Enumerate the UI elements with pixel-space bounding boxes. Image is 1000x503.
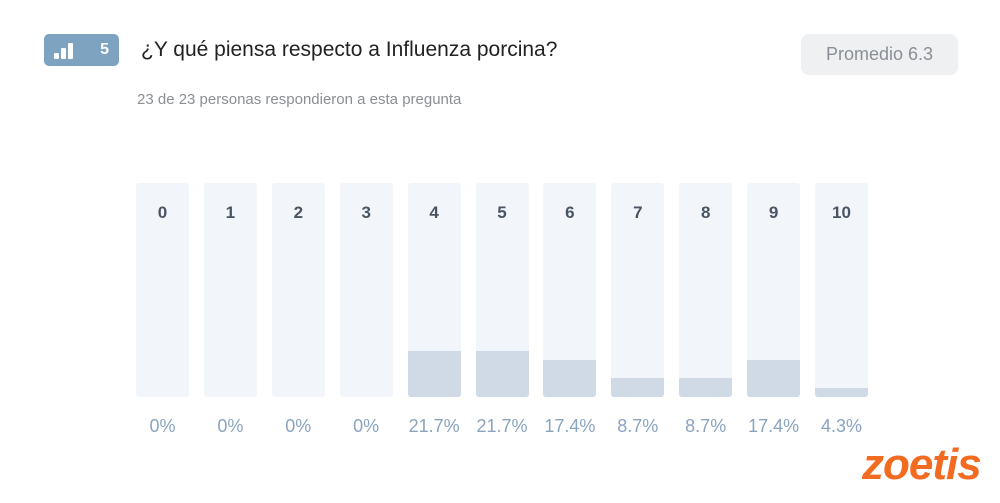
bar-column: 3 xyxy=(339,183,393,397)
bar-column: 2 xyxy=(271,183,325,397)
category-label: 6 xyxy=(565,203,575,222)
question-title: ¿Y qué piensa respecto a Influenza porci… xyxy=(141,38,558,61)
question-number: 5 xyxy=(100,41,109,58)
category-label: 0 xyxy=(157,203,168,222)
bar-fill xyxy=(475,350,529,397)
percent-label: 0% xyxy=(217,416,244,436)
bar-column: 6 xyxy=(543,183,597,397)
response-count: 23 de 23 personas respondieron a esta pr… xyxy=(137,91,462,108)
bar-fill xyxy=(543,359,597,397)
bar-chart-icon xyxy=(54,43,76,59)
bar-fill xyxy=(611,378,665,397)
category-label: 3 xyxy=(361,203,371,222)
bar-fill xyxy=(815,387,868,397)
category-label: 1 xyxy=(225,203,236,222)
category-label: 7 xyxy=(633,203,643,222)
category-label: 10 xyxy=(832,203,851,222)
percent-label: 8.7% xyxy=(617,416,659,436)
percent-label: 21.7% xyxy=(476,416,528,436)
percent-label: 21.7% xyxy=(408,416,460,436)
percent-label: 0% xyxy=(285,416,312,436)
category-label: 2 xyxy=(293,203,304,222)
bar-column: 0 xyxy=(136,183,189,397)
bar-column: 8 xyxy=(679,183,733,397)
bar-column: 4 xyxy=(407,183,461,397)
category-label: 4 xyxy=(429,203,439,222)
category-label: 9 xyxy=(768,203,779,222)
average-badge: Promedio 6.3 xyxy=(801,34,958,75)
bar-fill xyxy=(747,359,801,397)
bar-column: 5 xyxy=(475,183,529,397)
bar-fill xyxy=(407,350,461,397)
percent-label: 8.7% xyxy=(685,416,727,436)
bar-fill xyxy=(679,378,733,397)
percent-label: 17.4% xyxy=(748,416,800,436)
bar-column: 9 xyxy=(747,183,801,397)
zoetis-logo: zoetis xyxy=(862,440,982,489)
category-label: 5 xyxy=(497,203,507,222)
percent-label: 0% xyxy=(353,416,380,436)
percent-label: 0% xyxy=(149,416,176,436)
category-label: 8 xyxy=(700,203,711,222)
question-badge: 5 xyxy=(44,34,119,66)
bar-column: 1 xyxy=(203,183,257,397)
bar-column: 10 xyxy=(815,183,868,397)
percent-label: 17.4% xyxy=(544,416,596,436)
percent-label: 4.3% xyxy=(820,416,863,436)
bar-column: 7 xyxy=(611,183,665,397)
